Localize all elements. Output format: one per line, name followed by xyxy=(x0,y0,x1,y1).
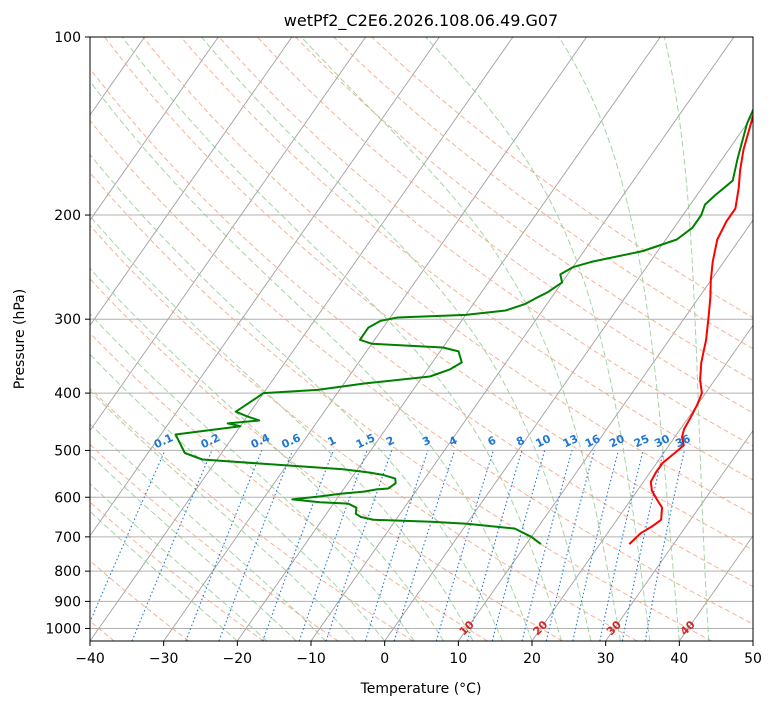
y-tick-label: 200 xyxy=(54,208,81,224)
dry-adiabat-line xyxy=(218,37,753,447)
x-tick-label: −30 xyxy=(149,651,179,667)
moist-adiabat-line xyxy=(90,313,415,641)
mixing-ratio-line xyxy=(572,450,619,641)
y-tick-label: 500 xyxy=(54,443,81,459)
mixing-ratio-label: 10 xyxy=(534,432,554,450)
dry-adiabat-line xyxy=(295,37,753,382)
isotherm-line xyxy=(310,37,735,641)
mixing-ratio-label: 20 xyxy=(607,432,627,450)
moist-adiabat-line xyxy=(90,153,503,641)
y-tick-label: 100 xyxy=(54,30,81,46)
mixing-ratio-line xyxy=(466,450,523,641)
temperature-profile xyxy=(628,113,753,545)
y-tick-label: 1000 xyxy=(45,621,81,637)
mixing-ratio-label: 30 xyxy=(652,432,672,450)
y-tick-label: 800 xyxy=(54,564,81,580)
y-axis-label: Pressure (hPa) xyxy=(12,289,28,389)
mixing-ratio-line xyxy=(185,450,263,641)
mixing-ratio-line xyxy=(435,450,494,641)
dry-adiabat-line xyxy=(90,332,488,641)
grid-lines xyxy=(90,37,753,641)
dry-adiabat-line xyxy=(90,560,190,641)
y-tick-label: 600 xyxy=(54,490,81,506)
moist-adiabat-line xyxy=(90,353,386,641)
moist-adiabat-line xyxy=(663,37,710,641)
y-tick-label: 300 xyxy=(54,312,81,328)
moist-adiabat-line xyxy=(90,423,327,641)
dry-adiabat-line xyxy=(180,37,753,481)
moist-adiabat-line xyxy=(90,390,356,641)
x-tick-label: 20 xyxy=(523,651,541,667)
moist-adiabat-line xyxy=(201,37,592,641)
mixing-ratio-line xyxy=(393,450,456,641)
isotherm-line xyxy=(163,37,587,641)
mixing-ratio-line xyxy=(90,450,166,624)
mixing-ratio-line xyxy=(491,450,546,641)
moist-adiabat-line xyxy=(558,37,680,641)
dry-adiabat-line xyxy=(333,37,753,350)
isotherm-line xyxy=(236,37,661,641)
x-tick-label: 0 xyxy=(380,651,389,667)
dry-adiabat-line xyxy=(371,37,753,319)
isotherm-line xyxy=(90,37,219,221)
isotherm-line xyxy=(605,429,753,641)
moist-adiabat-line xyxy=(90,483,268,641)
x-tick-label: −40 xyxy=(75,651,105,667)
plot-frame xyxy=(89,36,754,642)
y-axis: 100 200 300 400 500 600 700 800 900 1000 xyxy=(45,30,90,637)
isotherm-line xyxy=(90,37,440,537)
dry-adiabat-line xyxy=(104,37,753,551)
y-tick-label: 700 xyxy=(54,530,81,546)
isotherm-line xyxy=(384,114,753,641)
x-tick-label: −20 xyxy=(223,651,253,667)
mixing-ratio-line xyxy=(131,450,213,641)
mixing-ratio-line xyxy=(218,450,294,641)
dry-adiabat-line xyxy=(90,119,753,625)
moist-adiabat-line xyxy=(121,37,562,641)
isotherm-line xyxy=(531,324,753,641)
dry-adiabat-line xyxy=(90,67,753,588)
moist-adiabat-line xyxy=(425,37,651,641)
x-tick-label: 40 xyxy=(670,651,688,667)
chart-title: wetPf2_C2E6.2026.108.06.49.G07 xyxy=(284,11,558,31)
isotherm-line xyxy=(678,534,753,641)
isotherm-line xyxy=(90,37,514,641)
mixing-ratio-line xyxy=(262,450,334,641)
mixing-ratio-label: 16 xyxy=(583,432,603,450)
dewpoint-profile xyxy=(174,107,753,545)
mixing-ratio-label: 25 xyxy=(632,432,651,450)
x-tick-label: 50 xyxy=(744,651,762,667)
x-tick-label: 30 xyxy=(597,651,615,667)
dry-adiabat-line xyxy=(90,387,414,641)
moist-adiabat-line xyxy=(90,80,533,641)
isotherm-line xyxy=(90,37,293,327)
isotherm-line xyxy=(90,37,366,432)
profile-lines xyxy=(174,107,753,545)
x-tick-label: 10 xyxy=(449,651,467,667)
mixing-ratio-line xyxy=(521,450,573,641)
x-tick-label: −10 xyxy=(296,651,326,667)
y-tick-label: 900 xyxy=(54,594,81,610)
moist-adiabat-line xyxy=(90,454,297,641)
mixing-ratio-line xyxy=(364,450,429,641)
isotherm-line xyxy=(457,219,753,641)
mixing-ratio-line xyxy=(325,450,393,641)
x-axis-label: Temperature (°C) xyxy=(360,681,482,697)
moist-adiabat-line xyxy=(300,37,621,641)
dry-adiabat-line xyxy=(90,278,563,641)
moist-adiabat-line xyxy=(90,510,238,641)
x-axis: −40 −30 −20 −10 0 10 20 30 40 50 xyxy=(75,641,762,667)
mixing-ratio-label: 13 xyxy=(561,432,580,450)
moist-adiabat-line xyxy=(90,267,445,641)
dry-adiabat-line xyxy=(90,172,712,641)
y-tick-label: 400 xyxy=(54,386,81,402)
mixing-ratio-line xyxy=(545,450,595,641)
mixing-ratio-label: 36 xyxy=(673,432,693,450)
moist-adiabat-line xyxy=(90,215,474,641)
